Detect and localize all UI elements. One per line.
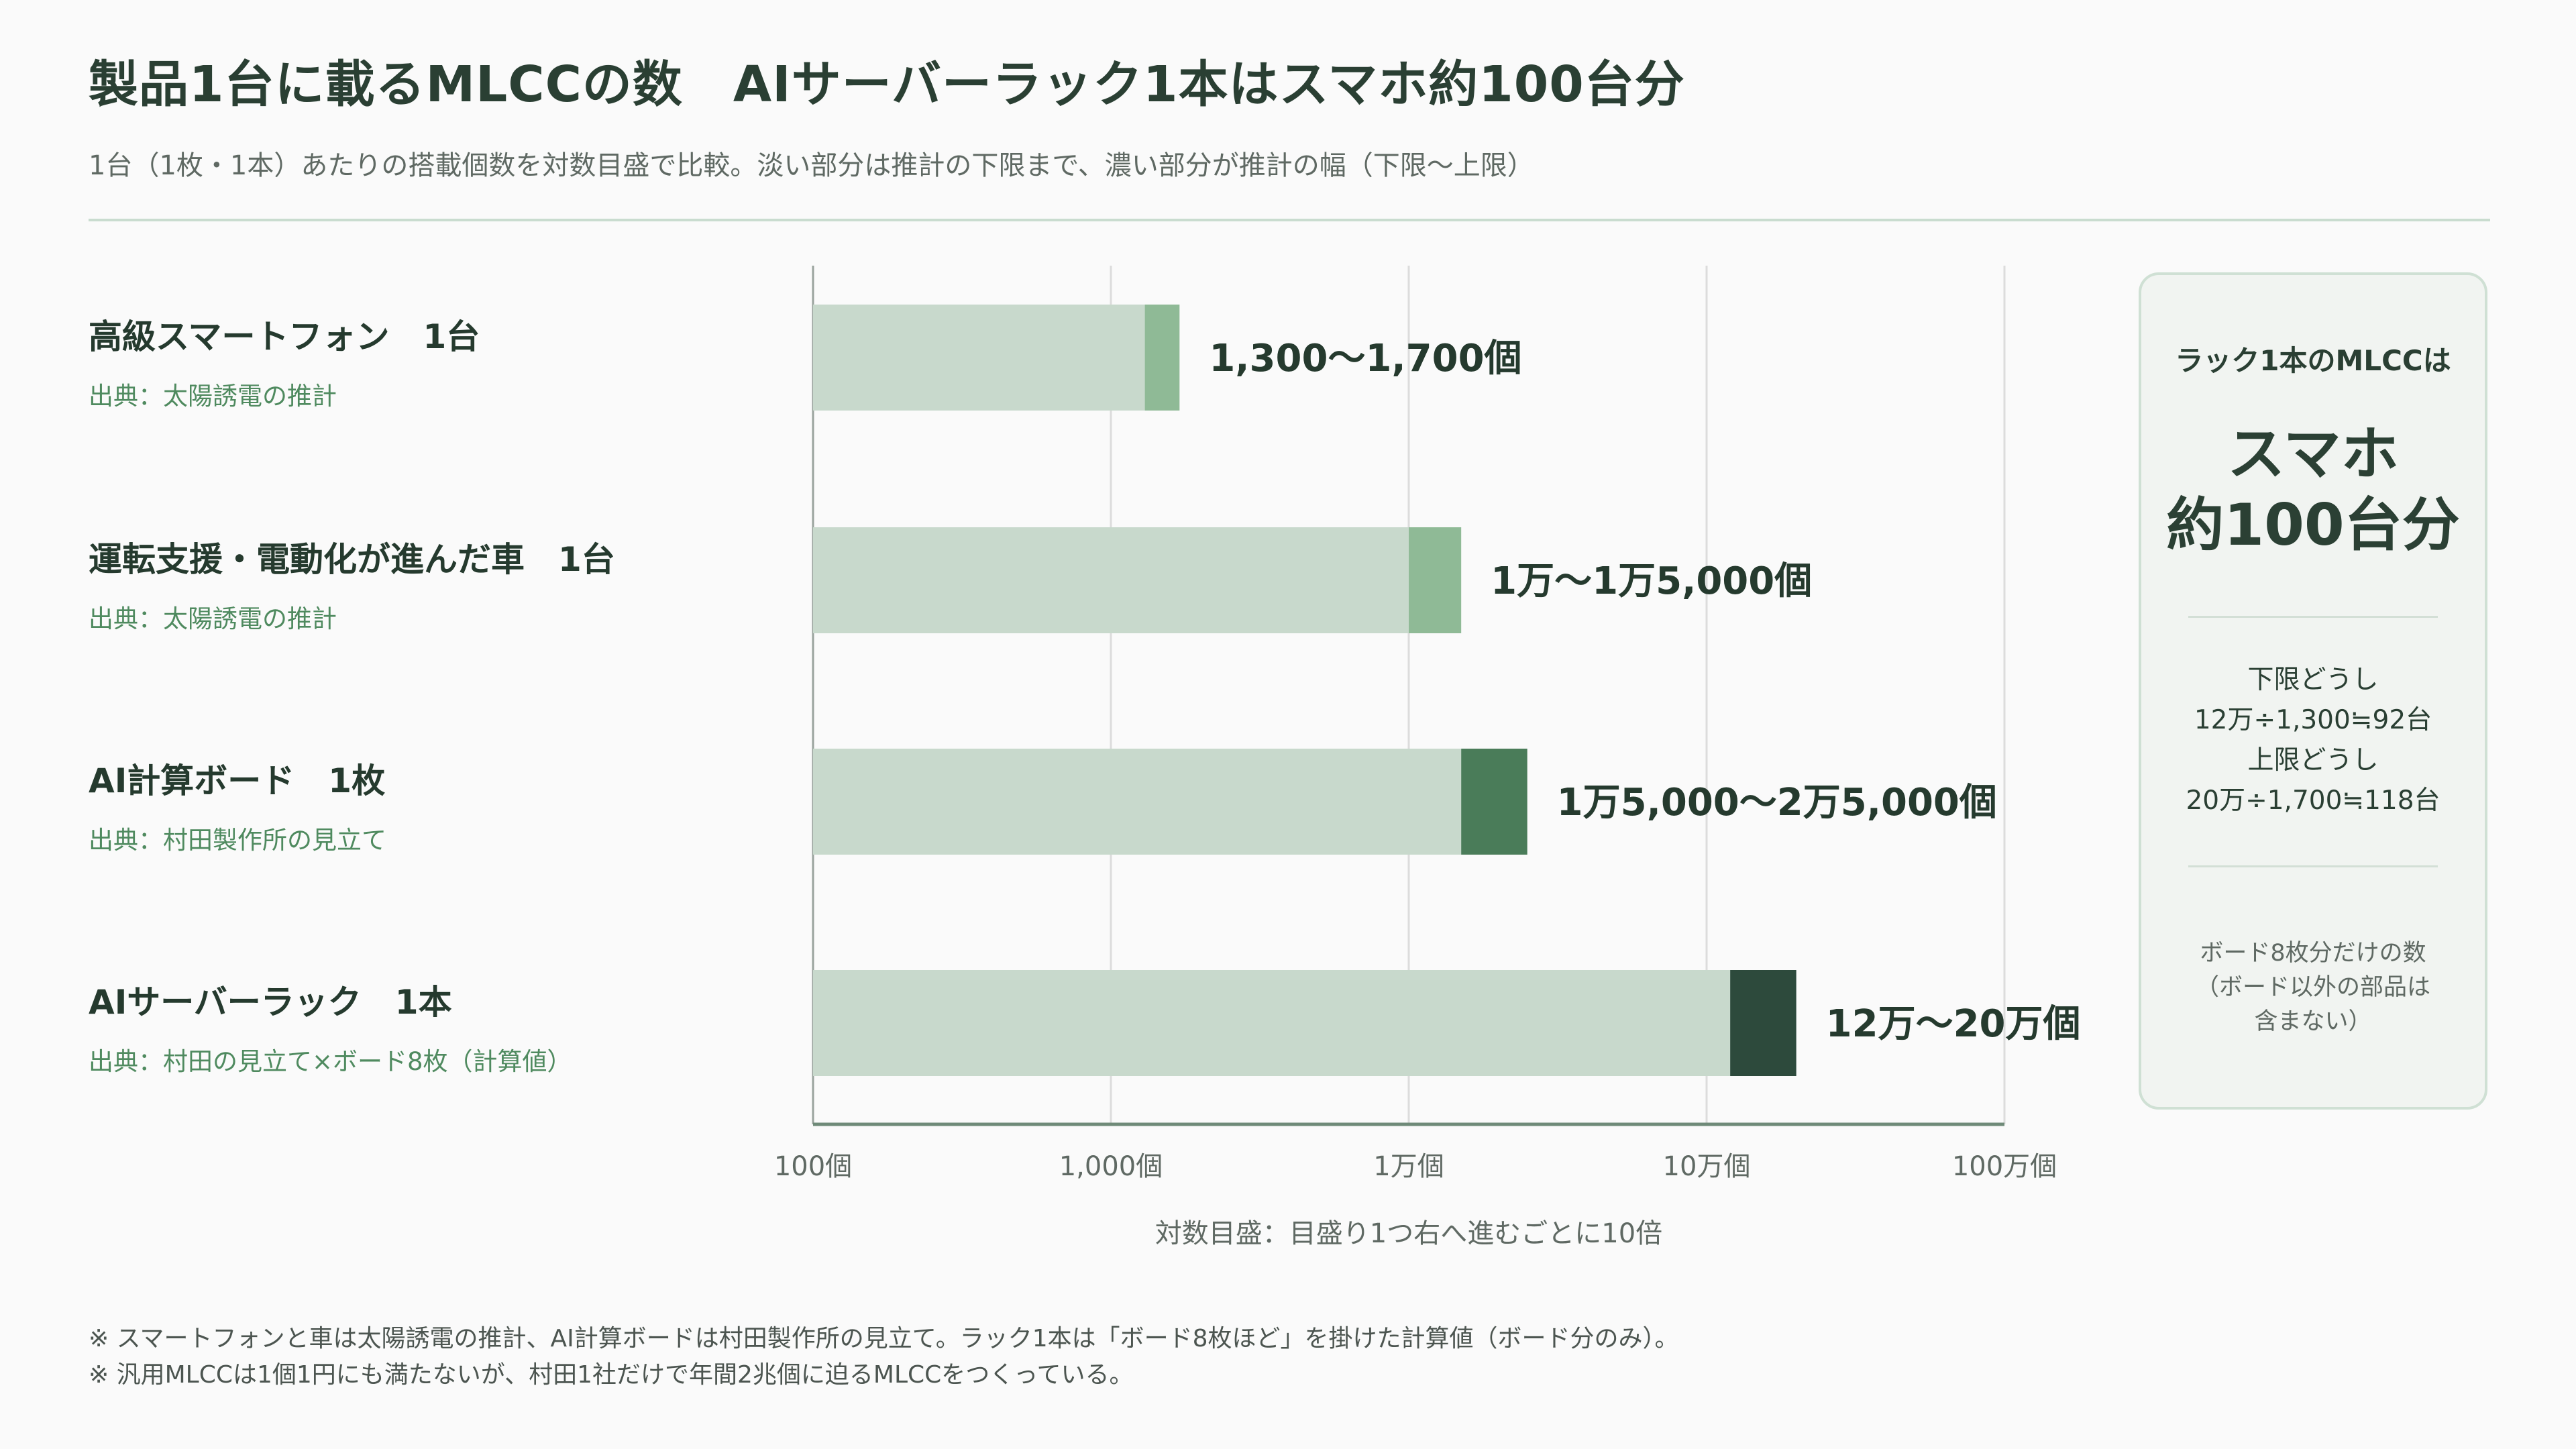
note-line-2: （ボード以外の部品は xyxy=(2195,974,2430,1001)
row-source-car: 出典：太陽誘電の推計 xyxy=(89,604,337,633)
data-label: 1万5,000〜2万5,000個 xyxy=(1557,781,1997,824)
bar-base xyxy=(813,527,1409,633)
row-label-car: 運転支援・電動化が進んだ車 1台 xyxy=(89,540,615,579)
calc-lower-label: 下限どうし xyxy=(2247,665,2379,695)
summary-divider-2 xyxy=(2188,865,2438,867)
x-tick-label: 1万個 xyxy=(1373,1151,1444,1182)
bar-range xyxy=(1461,749,1527,855)
calc-lower-value: 12万÷1,300≒92台 xyxy=(2194,705,2432,735)
x-tick-label: 100万個 xyxy=(1952,1151,2057,1182)
summary-calculation: 下限どうし 12万÷1,300≒92台 上限どうし 20万÷1,700≒118台 xyxy=(2141,660,2485,821)
summary-heading: ラック1本のMLCCは xyxy=(2175,344,2451,377)
calc-upper-value: 20万÷1,700≒118台 xyxy=(2186,786,2440,816)
row-source-smartphone: 出典：太陽誘電の推計 xyxy=(89,382,337,411)
header-divider xyxy=(89,219,2490,221)
summary-highlight: スマホ 約100台分 xyxy=(2141,419,2485,561)
note-line-1: ボード8枚分だけの数 xyxy=(2200,940,2426,967)
calc-upper-label: 上限どうし xyxy=(2247,745,2379,775)
data-label: 12万〜20万個 xyxy=(1826,1002,2081,1046)
bar-base xyxy=(813,970,1731,1076)
summary-card: ラック1本のMLCCは スマホ 約100台分 下限どうし 12万÷1,300≒9… xyxy=(2139,272,2487,1110)
x-axis-title: 対数目盛：目盛り1つ右へ進むごとに10倍 xyxy=(1155,1218,1662,1249)
x-tick-label: 1,000個 xyxy=(1059,1151,1163,1182)
row-label-smartphone: 高級スマートフォン 1台 xyxy=(89,317,480,356)
data-label: 1万〜1万5,000個 xyxy=(1491,559,1812,603)
bar-range xyxy=(1409,527,1462,633)
page-title: 製品1台に載るMLCCの数 AIサーバーラック1本はスマホ約100台分 xyxy=(89,56,1685,113)
summary-divider-1 xyxy=(2188,616,2438,618)
footnote-1: ※ スマートフォンと車は太陽誘電の推計、AI計算ボードは村田製作所の見立て。ラッ… xyxy=(89,1325,1679,1352)
x-tick-label: 10万個 xyxy=(1663,1151,1751,1182)
row-label-ai-rack: AIサーバーラック 1本 xyxy=(89,983,452,1022)
footnote-2: ※ 汎用MLCCは1個1円にも満たないが、村田1社だけで年間2兆個に迫るMLCC… xyxy=(89,1361,1134,1389)
bar-range xyxy=(1730,970,1796,1076)
row-source-ai-board: 出典：村田製作所の見立て xyxy=(89,826,386,855)
summary-highlight-line2: 約100台分 xyxy=(2166,492,2460,559)
summary-highlight-line1: スマホ xyxy=(2227,421,2399,488)
data-label: 1,300〜1,700個 xyxy=(1209,337,1521,380)
summary-note: ボード8枚分だけの数 （ボード以外の部品は 含まない） xyxy=(2141,936,2485,1039)
x-tick-label: 100個 xyxy=(774,1151,852,1182)
page-subtitle: 1台（1枚・1本）あたりの搭載個数を対数目盛で比較。淡い部分は推計の下限まで、濃… xyxy=(89,150,1534,181)
bar-base xyxy=(813,749,1462,855)
row-label-ai-board: AI計算ボード 1枚 xyxy=(89,761,386,800)
bar-base xyxy=(813,305,1145,411)
note-line-3: 含まない） xyxy=(2254,1008,2372,1035)
row-source-ai-rack: 出典：村田の見立て×ボード8枚（計算値） xyxy=(89,1047,572,1076)
bar-range xyxy=(1144,305,1180,411)
